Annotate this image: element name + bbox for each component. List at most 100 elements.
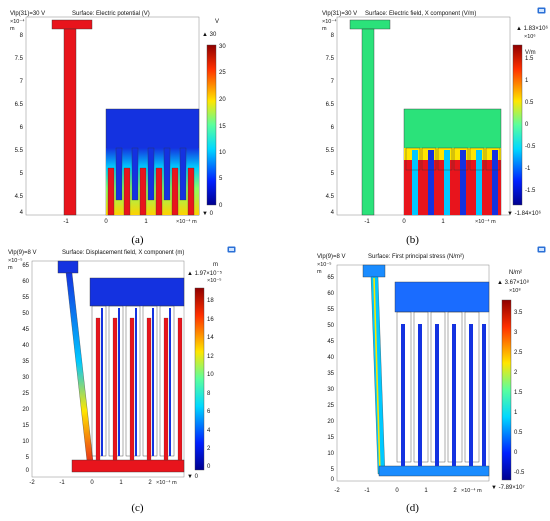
colorbar-tick: 0 [525, 122, 529, 128]
colorbar-tick: 0 [514, 450, 518, 456]
surface-title: Surface: Displacement field, X component… [62, 250, 185, 256]
colorbar-max: ▲ 30 [202, 32, 217, 38]
y-tick: 40 [327, 355, 334, 361]
y-tick: 45 [327, 339, 334, 345]
colorbar-min: ▼ 0 [202, 211, 214, 217]
colorbar-max: ▲ 1.97×10⁻⁵ [187, 270, 223, 277]
y-tick-labels: 65 60 55 50 45 40 35 30 25 20 15 10 5 0 [22, 263, 29, 474]
colorbar-ticks: 30 25 20 15 10 5 0 [219, 44, 226, 209]
y-tick: 15 [327, 435, 334, 441]
y-tick-labels: 8 7.5 7 6.5 6 5.5 5 4.5 4 [15, 33, 24, 216]
sweep-label: Vlp(9)=8 V [8, 250, 37, 256]
x-exponent: ×10⁻⁴ m [475, 218, 496, 225]
x-tick-labels: -1 0 1 [63, 219, 148, 225]
y-tick-labels: 65 60 55 50 45 40 35 30 25 20 15 10 5 0 [327, 275, 334, 483]
y-tick: 4.5 [15, 194, 24, 200]
y-tick: 30 [327, 387, 334, 393]
colorbar-tick: 18 [207, 298, 214, 304]
x-exponent: ×10⁻⁴ m [176, 218, 197, 225]
anchor-pad [57, 260, 79, 274]
colorbar-unit: V/m [525, 50, 536, 56]
stress-edge [373, 277, 381, 475]
colorbar-tick: 0 [207, 464, 211, 470]
y-tick: 50 [327, 323, 334, 329]
fingers [401, 324, 486, 466]
y-tick: 6 [20, 125, 24, 131]
colorbar-exponent: ×10⁻⁵ [207, 277, 222, 284]
y-tick: 25 [327, 403, 334, 409]
y-tick: 60 [22, 279, 29, 285]
anchor-pad [362, 264, 386, 278]
y-tick: 15 [22, 423, 29, 429]
y-tick: 5 [26, 455, 30, 461]
panel-d: Vlp(9)=8 V Surface: First principal stre… [275, 245, 550, 514]
colorbar [512, 44, 523, 206]
y-tick: 45 [22, 327, 29, 333]
colorbar-tick: 0.5 [525, 100, 534, 106]
colorbar-tick: 15 [219, 124, 226, 130]
colorbar-tick: 3 [514, 330, 518, 336]
graphics-window-icon[interactable] [537, 6, 546, 15]
colorbar-min: ▼ -1.84×10⁶ [507, 210, 541, 217]
colorbar-tick: 16 [207, 317, 214, 323]
anchor-pad [51, 19, 93, 30]
surface-title: Surface: Electric field, X component (V/… [365, 11, 477, 17]
colorbar-tick: -1.5 [525, 188, 536, 194]
caption: (c) [131, 502, 144, 514]
y-tick: 7 [331, 79, 335, 85]
surface-title: Surface: First principal stress (N/m²) [368, 254, 465, 260]
graphics-window-icon[interactable] [227, 245, 236, 254]
y-tick: 4 [331, 210, 335, 216]
y-tick-labels: 8 7.5 7 6.5 6 5.5 5 4.5 4 [326, 33, 335, 216]
colorbar-tick: 30 [219, 44, 226, 50]
colorbar-ticks: 3.5 3 2.5 2 1.5 1 0.5 0 -0.5 [514, 310, 525, 476]
y-exponent: ×10⁻⁵ [317, 262, 332, 268]
graphics-window-icon[interactable] [537, 245, 546, 254]
y-exponent: ×10⁻⁴ [322, 19, 337, 25]
x-tick: 2 [148, 480, 152, 486]
y-unit: m [322, 26, 327, 32]
comb-body [394, 281, 490, 313]
y-tick: 4.5 [326, 194, 335, 200]
colorbar-unit: V [215, 19, 219, 25]
stator-fingers [115, 147, 187, 201]
x-tick: -1 [63, 219, 69, 225]
y-exponent: ×10⁻⁵ [8, 258, 23, 264]
colorbar-tick: 2.5 [514, 350, 523, 356]
plot-b: 8 7.5 7 6.5 6 5.5 5 4.5 4 -1 0 1 ×10⁻⁴ m… [326, 16, 548, 225]
y-tick: 8 [331, 33, 335, 39]
y-tick: 6.5 [15, 102, 24, 108]
colorbar-tick: 5 [219, 176, 223, 182]
y-tick: 35 [22, 359, 29, 365]
y-tick: 35 [327, 371, 334, 377]
y-tick: 25 [22, 391, 29, 397]
x-tick: -1 [364, 219, 370, 225]
panel-b: Vlp(31)=30 V Surface: Electric field, X … [275, 0, 550, 260]
surface-title: Surface: Electric potential (V) [72, 11, 150, 17]
colorbar-tick: 25 [219, 70, 226, 76]
x-tick: -2 [334, 488, 340, 494]
y-tick: 20 [22, 407, 29, 413]
colorbar-max: ▲ 3.67×10⁸ [497, 279, 529, 286]
y-tick: 55 [327, 307, 334, 313]
fingers [107, 167, 195, 216]
x-tick: -1 [59, 480, 65, 486]
sweep-label: Vlp(9)=8 V [317, 254, 346, 260]
panel-a: Vlp(31)=30 V Surface: Electric potential… [0, 0, 275, 260]
x-tick: 0 [395, 488, 399, 494]
colorbar-tick: 1 [514, 410, 518, 416]
x-tick-labels: -1 0 1 [364, 219, 445, 225]
colorbar-tick: 2 [207, 446, 211, 452]
y-tick: 65 [22, 263, 29, 269]
y-unit: m [10, 26, 15, 32]
y-tick: 6.5 [326, 102, 335, 108]
caption: (b) [406, 234, 419, 246]
colorbar-tick: 1.5 [514, 390, 523, 396]
colorbar-tick: 4 [207, 428, 211, 434]
colorbar [206, 44, 217, 206]
x-tick: 0 [90, 480, 94, 486]
colorbar-tick: 0.5 [514, 430, 523, 436]
colorbar-unit: m [213, 262, 218, 268]
y-tick: 6 [331, 125, 335, 131]
colorbar-min: ▼ -7.89×10⁷ [491, 484, 525, 491]
